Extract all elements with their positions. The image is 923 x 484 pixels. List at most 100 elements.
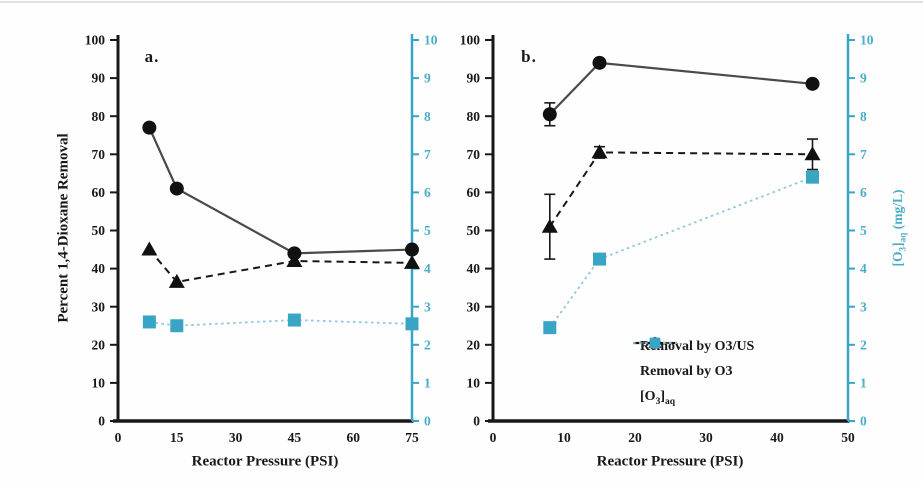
legend-item-label: Removal by O3 <box>640 363 733 379</box>
series-line-b <box>549 176 813 329</box>
right-tick-label-b: 2 <box>860 337 867 352</box>
right-tick-label-b: 0 <box>860 414 867 429</box>
data-point-circle-a <box>169 181 184 196</box>
left-tick-label-a: 10 <box>92 376 106 391</box>
right-tick-label-a: 1 <box>424 376 431 391</box>
right-tick-label-a: 4 <box>424 261 431 276</box>
right-axis-title-sub3: 3 <box>897 246 908 252</box>
right-axis-title-unit: (mg/L) <box>890 189 905 233</box>
x-tick-label-a: 60 <box>346 430 360 445</box>
legend-item: [O3]aq <box>632 337 754 409</box>
left-tick-label-a: 0 <box>98 414 105 429</box>
left-tick-label-b: 30 <box>467 299 481 314</box>
x-tick-label-a: 30 <box>229 430 243 445</box>
data-point-triangle-a <box>404 254 420 269</box>
right-tick-label-b: 4 <box>860 261 867 276</box>
data-point-square-a <box>287 313 301 327</box>
right-tick-label-a: 10 <box>424 33 438 48</box>
data-point-triangle-b <box>804 146 821 161</box>
right-tick-label-b: 5 <box>860 223 867 238</box>
left-tick-label-b: 100 <box>460 33 481 48</box>
data-point-triangle-a <box>141 241 158 256</box>
data-point-circle-a <box>405 242 419 257</box>
data-point-circle-a <box>142 120 157 135</box>
series-line-a <box>148 248 413 284</box>
data-point-triangle-a <box>168 273 185 288</box>
left-tick-label-b: 0 <box>473 414 480 429</box>
left-tick-label-b: 40 <box>467 261 481 276</box>
legend-label-part: 3 <box>655 396 661 407</box>
left-tick-label-a: 80 <box>92 109 106 124</box>
left-tick-label-a: 100 <box>85 33 106 48</box>
series-line-b <box>548 151 813 228</box>
right-tick-label-a: 2 <box>424 337 431 352</box>
right-axis-title-subaq: aq <box>897 232 908 243</box>
left-tick-label-b: 20 <box>467 337 481 352</box>
data-point-square-b <box>806 170 819 184</box>
right-axis-title-base: [O <box>890 251 905 267</box>
left-tick-label-a: 40 <box>92 261 106 276</box>
right-tick-label-a: 5 <box>424 223 431 238</box>
right-tick-label-a: 8 <box>424 109 431 124</box>
series-line-b <box>549 61 813 116</box>
left-tick-label-b: 70 <box>467 147 481 162</box>
x-tick-label-a: 15 <box>170 430 184 445</box>
data-point-circle-a <box>287 246 302 261</box>
left-tick-label-a: 20 <box>92 337 106 352</box>
right-tick-label-b: 10 <box>860 33 874 48</box>
x-tick-label-b: 40 <box>770 430 784 445</box>
data-point-square-b <box>593 252 606 266</box>
x-tick-label-b: 0 <box>490 430 497 445</box>
data-point-circle-b <box>592 55 607 70</box>
series-line-a <box>149 319 413 327</box>
right-tick-label-b: 6 <box>860 185 867 200</box>
panel-b-label: b. <box>521 47 537 66</box>
right-tick-label-a: 0 <box>424 414 431 429</box>
data-point-square-a <box>142 315 156 329</box>
legend: Removal by O3/US Removal by O3 [O3]aq <box>632 334 754 409</box>
panel-a-label: a. <box>144 47 160 66</box>
left-tick-label-a: 30 <box>92 299 106 314</box>
top-rule-divider <box>0 1 923 3</box>
left-tick-label-a: 90 <box>92 71 106 86</box>
legend-marker-sample <box>649 337 661 349</box>
data-point-triangle-b <box>541 218 558 233</box>
data-point-square-b <box>543 321 557 335</box>
left-tick-label-b: 60 <box>467 185 481 200</box>
data-point-circle-b <box>542 107 557 122</box>
x-tick-label-b: 30 <box>699 430 713 445</box>
right-tick-label-b: 1 <box>860 376 867 391</box>
x-tick-label-a: 0 <box>115 430 122 445</box>
x-tick-label-b: 10 <box>557 430 571 445</box>
legend-item-label: [O3]aq <box>640 388 676 407</box>
data-point-triangle-b <box>591 144 608 159</box>
x-axis-title-a: Reactor Pressure (PSI) <box>191 453 339 470</box>
right-tick-label-a: 3 <box>424 299 431 314</box>
x-tick-label-a: 45 <box>288 430 302 445</box>
left-tick-label-a: 60 <box>92 185 106 200</box>
data-point-square-a <box>170 319 184 333</box>
legend-label-part: aq <box>665 396 676 407</box>
right-tick-label-a: 7 <box>424 147 431 162</box>
legend-label-part: ] <box>660 388 665 404</box>
series-line-a <box>148 127 413 255</box>
right-tick-label-b: 7 <box>860 147 867 162</box>
legend-item: Removal by O3 <box>632 336 754 384</box>
right-tick-label-b: 3 <box>860 299 867 314</box>
data-point-square-a <box>405 317 419 331</box>
right-tick-label-b: 9 <box>860 71 867 86</box>
legend-square-icon <box>633 337 677 349</box>
left-axis-title: Percent 1,4-Dioxane Removal <box>55 133 72 323</box>
right-tick-label-b: 8 <box>860 109 867 124</box>
left-tick-label-a: 70 <box>92 147 106 162</box>
right-axis-title-bracket: ] <box>890 242 905 247</box>
right-tick-label-a: 6 <box>424 185 431 200</box>
x-tick-label-b: 50 <box>841 430 855 445</box>
left-tick-label-a: 50 <box>92 223 106 238</box>
right-tick-label-a: 9 <box>424 71 431 86</box>
x-tick-label-b: 20 <box>628 430 642 445</box>
